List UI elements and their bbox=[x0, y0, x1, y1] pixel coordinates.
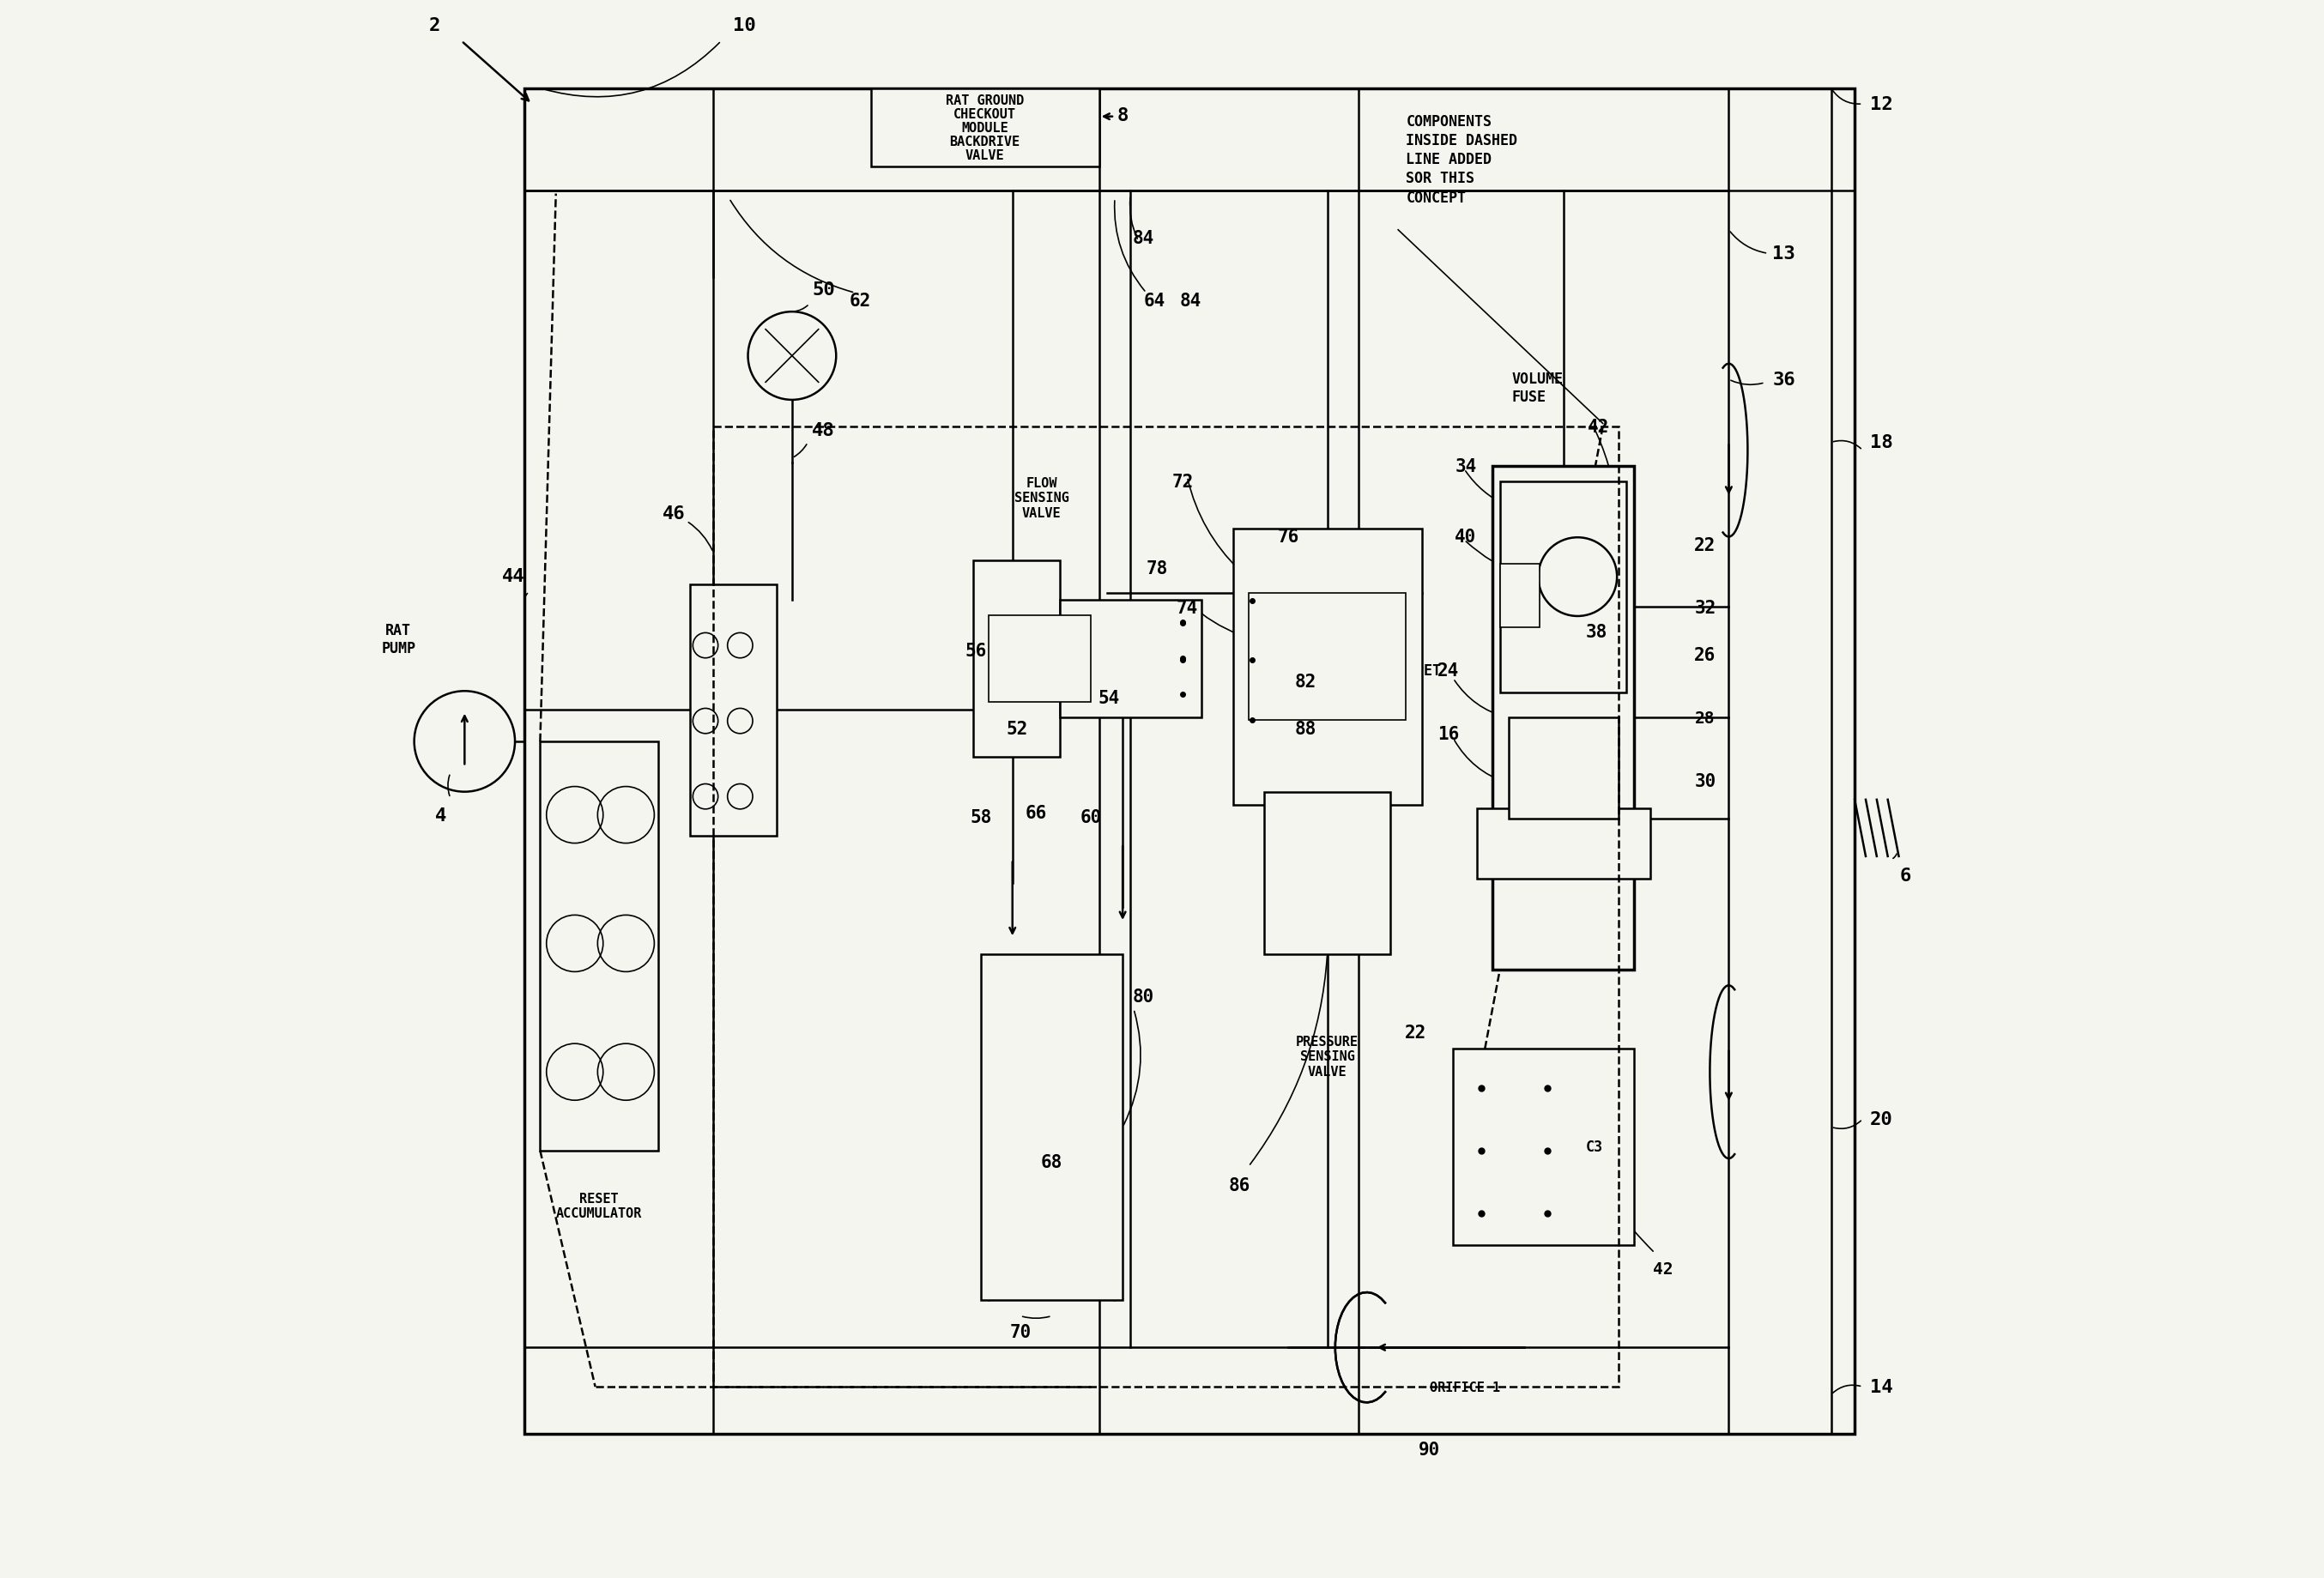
Text: 10: 10 bbox=[734, 17, 755, 35]
Text: 80: 80 bbox=[1132, 988, 1155, 1005]
Bar bbox=[713, 428, 1618, 1387]
Text: COMPONENTS
INSIDE DASHED
LINE ADDED
SOR THIS
CONCEPT: COMPONENTS INSIDE DASHED LINE ADDED SOR … bbox=[1406, 114, 1518, 205]
Bar bbox=[1232, 529, 1422, 805]
Text: 24: 24 bbox=[1439, 663, 1459, 680]
Text: 12: 12 bbox=[1871, 96, 1894, 114]
Text: 18: 18 bbox=[1871, 434, 1894, 451]
Text: 20: 20 bbox=[1871, 1111, 1894, 1128]
Text: 22: 22 bbox=[1404, 1024, 1427, 1041]
Text: 34: 34 bbox=[1455, 458, 1476, 475]
Bar bbox=[974, 560, 1060, 757]
Bar bbox=[539, 742, 658, 1150]
Text: PRESSURE
SENSING
VALVE: PRESSURE SENSING VALVE bbox=[1297, 1035, 1360, 1078]
Text: 54: 54 bbox=[1097, 690, 1120, 707]
Bar bbox=[1501, 481, 1627, 693]
Text: RESET
ACCUMULATOR: RESET ACCUMULATOR bbox=[555, 1191, 641, 1220]
Text: 30: 30 bbox=[1694, 773, 1715, 789]
Text: 78: 78 bbox=[1146, 560, 1169, 578]
Bar bbox=[1476, 810, 1650, 879]
Bar bbox=[1508, 718, 1618, 819]
Text: 72: 72 bbox=[1171, 473, 1192, 491]
Bar bbox=[981, 955, 1122, 1300]
Text: 66: 66 bbox=[1025, 805, 1046, 821]
Text: 4: 4 bbox=[435, 808, 446, 824]
Text: 68: 68 bbox=[1041, 1154, 1062, 1171]
Text: 48: 48 bbox=[811, 421, 834, 439]
Text: 64: 64 bbox=[1143, 294, 1164, 309]
Text: 90: 90 bbox=[1418, 1441, 1441, 1458]
Bar bbox=[525, 88, 1855, 1434]
Text: 88: 88 bbox=[1294, 721, 1315, 739]
Bar bbox=[1452, 1049, 1634, 1245]
Text: 6: 6 bbox=[1899, 866, 1910, 884]
Bar bbox=[988, 615, 1092, 702]
Text: RAT GROUND
CHECKOUT
MODULE
BACKDRIVE
VALVE: RAT GROUND CHECKOUT MODULE BACKDRIVE VAL… bbox=[946, 95, 1025, 163]
Text: 58: 58 bbox=[969, 810, 992, 825]
Text: ORIFICE 1: ORIFICE 1 bbox=[1429, 1381, 1499, 1393]
Text: POPPET: POPPET bbox=[1390, 663, 1441, 679]
Bar bbox=[1492, 467, 1634, 970]
Text: 84: 84 bbox=[1132, 230, 1155, 246]
Text: 36: 36 bbox=[1773, 371, 1796, 388]
Text: 26: 26 bbox=[1694, 647, 1715, 664]
Text: 86: 86 bbox=[1229, 1177, 1250, 1195]
Text: 46: 46 bbox=[662, 505, 686, 522]
Text: 13: 13 bbox=[1773, 246, 1796, 262]
Bar bbox=[1264, 792, 1390, 955]
Text: 76: 76 bbox=[1278, 529, 1299, 546]
Bar bbox=[1248, 593, 1406, 721]
Text: 70: 70 bbox=[1009, 1324, 1032, 1340]
Text: 62: 62 bbox=[848, 294, 872, 309]
Text: 50: 50 bbox=[811, 282, 834, 298]
Text: 42: 42 bbox=[1652, 1261, 1673, 1277]
Text: 32: 32 bbox=[1694, 600, 1715, 617]
Text: 56: 56 bbox=[964, 642, 988, 660]
Text: 2: 2 bbox=[430, 17, 442, 35]
Text: 60: 60 bbox=[1081, 810, 1102, 825]
Text: 38: 38 bbox=[1585, 623, 1608, 641]
Bar bbox=[1060, 600, 1202, 718]
Bar bbox=[690, 584, 776, 836]
Text: 84: 84 bbox=[1181, 294, 1202, 309]
Text: 16: 16 bbox=[1439, 726, 1459, 743]
Text: C3: C3 bbox=[1585, 1139, 1604, 1155]
Text: 40: 40 bbox=[1455, 529, 1476, 546]
Text: 52: 52 bbox=[1006, 721, 1027, 739]
Text: VOLUME
FUSE: VOLUME FUSE bbox=[1511, 371, 1564, 404]
Text: 8: 8 bbox=[1118, 107, 1129, 125]
Bar bbox=[1501, 565, 1541, 628]
Text: 22: 22 bbox=[1694, 537, 1715, 554]
Text: 74: 74 bbox=[1176, 600, 1199, 617]
Text: 44: 44 bbox=[502, 568, 525, 585]
Text: FLOW
SENSING
VALVE: FLOW SENSING VALVE bbox=[1013, 477, 1069, 519]
Text: 14: 14 bbox=[1871, 1378, 1894, 1395]
Text: 28: 28 bbox=[1694, 710, 1715, 726]
Bar bbox=[872, 88, 1099, 167]
Text: 82: 82 bbox=[1294, 674, 1315, 691]
Text: 42: 42 bbox=[1587, 418, 1608, 436]
Text: RAT
PUMP: RAT PUMP bbox=[381, 623, 416, 656]
